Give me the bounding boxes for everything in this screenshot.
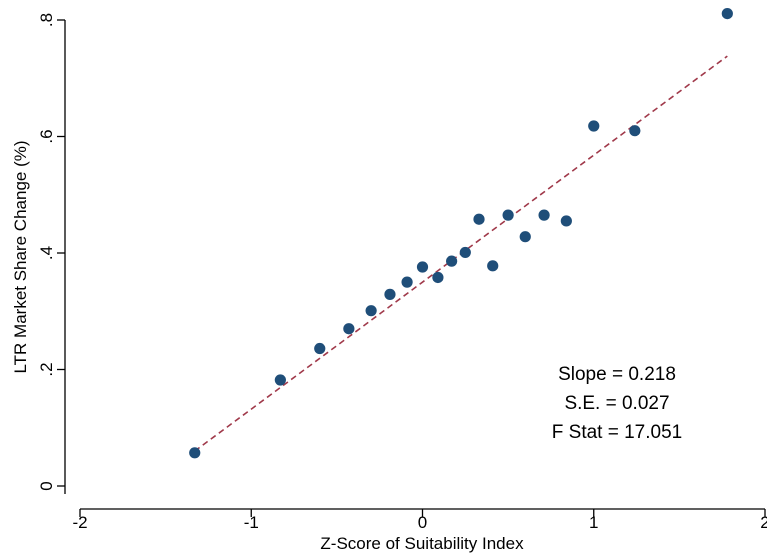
x-axis-title: Z-Score of Suitability Index [320,534,524,553]
x-tick-label: -1 [244,513,259,532]
x-tick-label: 0 [418,513,427,532]
data-point [416,261,429,273]
data-point [560,215,572,227]
data-point [274,374,286,386]
data-point [401,276,413,288]
data-points [189,7,733,459]
data-point [487,260,499,272]
x-ticks: -2 -1 0 1 2 [72,509,767,532]
data-point [588,120,600,132]
data-point [446,255,458,267]
fstat-annotation: F Stat = 17.051 [552,422,682,443]
x-tick-label: -2 [72,513,87,532]
data-point [365,305,377,317]
x-tick-label: 2 [760,513,767,532]
data-point [343,323,355,335]
x-tick-label: 1 [589,513,598,532]
slope-annotation: Slope = 0.218 [558,364,676,385]
y-tick-label: .2 [37,362,56,376]
data-point [519,231,531,243]
data-point [473,213,485,225]
data-point [189,447,201,459]
data-point [384,288,396,300]
data-point [314,342,326,355]
y-tick-label: .6 [37,129,56,143]
se-annotation: S.E. = 0.027 [564,393,669,414]
data-point [538,209,550,221]
y-axis-title: LTR Market Share Change (%) [11,140,30,373]
data-point [721,7,733,20]
y-ticks: 0 .2 .4 .6 .8 [37,13,65,491]
y-tick-label: 0 [37,481,56,490]
y-tick-label: .8 [37,13,56,27]
data-point [432,271,444,284]
data-point [502,209,514,221]
data-point [629,125,641,137]
data-point [459,246,471,259]
y-tick-label: .4 [37,246,56,260]
